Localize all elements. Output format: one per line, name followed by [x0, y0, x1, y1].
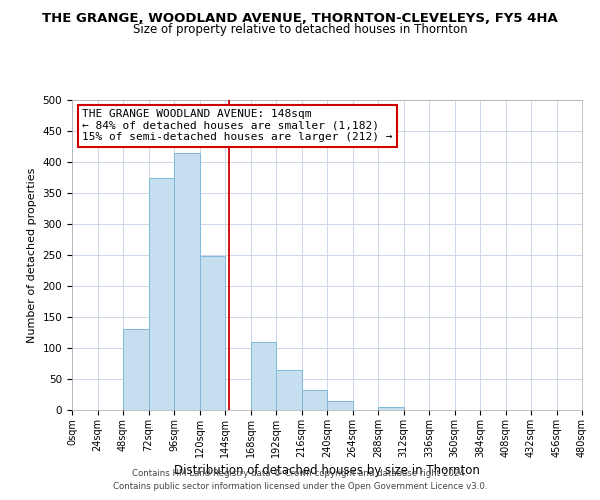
Bar [123, 330, 149, 410]
Bar [276, 370, 302, 410]
Bar [251, 342, 276, 410]
Bar [378, 407, 404, 410]
Bar [302, 390, 327, 410]
Bar [174, 152, 199, 410]
X-axis label: Distribution of detached houses by size in Thornton: Distribution of detached houses by size … [174, 464, 480, 477]
Bar [199, 256, 225, 410]
Text: Contains public sector information licensed under the Open Government Licence v3: Contains public sector information licen… [113, 482, 487, 491]
Text: Size of property relative to detached houses in Thornton: Size of property relative to detached ho… [133, 22, 467, 36]
Text: Contains HM Land Registry data © Crown copyright and database right 2024.: Contains HM Land Registry data © Crown c… [132, 468, 468, 477]
Text: THE GRANGE WOODLAND AVENUE: 148sqm
← 84% of detached houses are smaller (1,182)
: THE GRANGE WOODLAND AVENUE: 148sqm ← 84%… [82, 110, 392, 142]
Bar [149, 178, 174, 410]
Y-axis label: Number of detached properties: Number of detached properties [27, 168, 37, 342]
Text: THE GRANGE, WOODLAND AVENUE, THORNTON-CLEVELEYS, FY5 4HA: THE GRANGE, WOODLAND AVENUE, THORNTON-CL… [42, 12, 558, 26]
Bar [327, 400, 353, 410]
